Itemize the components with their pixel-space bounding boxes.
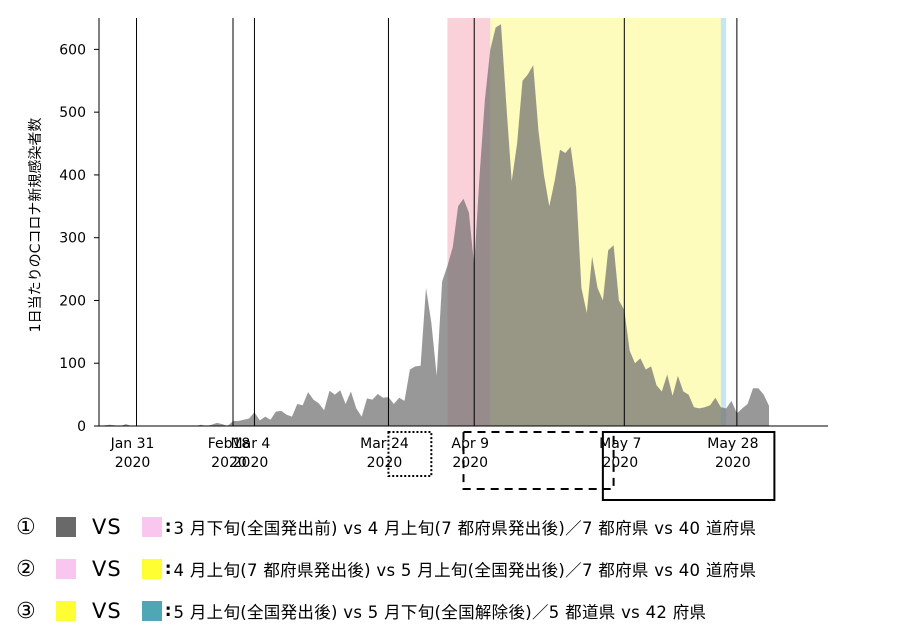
- legend-desc: 3 月下旬(全国発出前) vs 4 月上旬(7 都府県発出後)／7 都府県 vs…: [173, 519, 757, 538]
- legend-row-1: ① VS : 3 月下旬(全国発出前) vs 4 月上旬(7 都府県発出後)／7…: [16, 512, 756, 542]
- legend-swatch-b: [141, 601, 162, 621]
- x-tick-label: Mar 24 2020: [360, 436, 409, 471]
- y-tick-label: 400: [59, 168, 86, 184]
- x-tick-label: May 28 2020: [707, 436, 758, 471]
- y-tick-label: 200: [59, 293, 86, 309]
- shaded-period: [720, 18, 727, 426]
- legend-desc: 4 月上旬(7 都府県発出後) vs 5 月上旬(全国発出後)／7 都府県 vs…: [173, 561, 757, 580]
- legend-number: ②: [16, 556, 36, 582]
- x-tick-label: Mar 4 2020: [231, 436, 271, 471]
- y-ticks: 0 100 200 300 400 500 600: [59, 42, 99, 435]
- legend-swatch-b: [141, 559, 162, 579]
- axes: [98, 18, 828, 427]
- x-tick-label: Apr 9 2020: [451, 436, 489, 471]
- legend-number: ①: [16, 514, 36, 540]
- legend-number: ③: [16, 598, 36, 624]
- vertical-lines: [136, 18, 738, 426]
- data-series: [99, 24, 770, 427]
- legend-swatch-a: [56, 517, 76, 537]
- legend-swatch-a: [56, 601, 76, 621]
- legend-vs: VS: [92, 515, 122, 539]
- y-axis-label: 1日当たりのCコロナ新規感染者数: [27, 118, 44, 333]
- legend-swatch-a: [56, 559, 76, 579]
- legend-colon: :: [164, 517, 172, 537]
- legend-row-3: ③ VS : 5 月上旬(全国発出後) vs 5 月下旬(全国解除後)／5 都道…: [16, 596, 706, 626]
- legend-colon: :: [164, 601, 172, 621]
- legend-desc: 5 月上旬(全国発出後) vs 5 月下旬(全国解除後)／5 都道県 vs 42…: [173, 603, 707, 622]
- legend-colon: :: [164, 559, 172, 579]
- legend-vs: VS: [92, 599, 122, 623]
- period-box-dotted: [387, 431, 433, 477]
- period-box-solid: [601, 431, 776, 501]
- y-tick-label: 600: [59, 42, 86, 58]
- period-boxes: [387, 431, 776, 501]
- y-tick-label: 500: [59, 105, 86, 121]
- y-tick-label: 0: [77, 419, 86, 435]
- area-series: [99, 24, 770, 427]
- x-tick-label: Feb18 2020: [208, 436, 251, 471]
- x-tick-label: May 7 2020: [599, 436, 641, 471]
- legend-vs: VS: [92, 557, 122, 581]
- legend-row-2: ② VS : 4 月上旬(7 都府県発出後) vs 5 月上旬(全国発出後)／7…: [16, 554, 756, 584]
- y-tick-label: 100: [59, 356, 86, 372]
- y-tick-label: 300: [59, 231, 86, 247]
- period-box-dashed: [462, 431, 615, 490]
- x-tick-label: Jan 31 2020: [110, 436, 155, 471]
- legend-swatch-b: [141, 517, 162, 537]
